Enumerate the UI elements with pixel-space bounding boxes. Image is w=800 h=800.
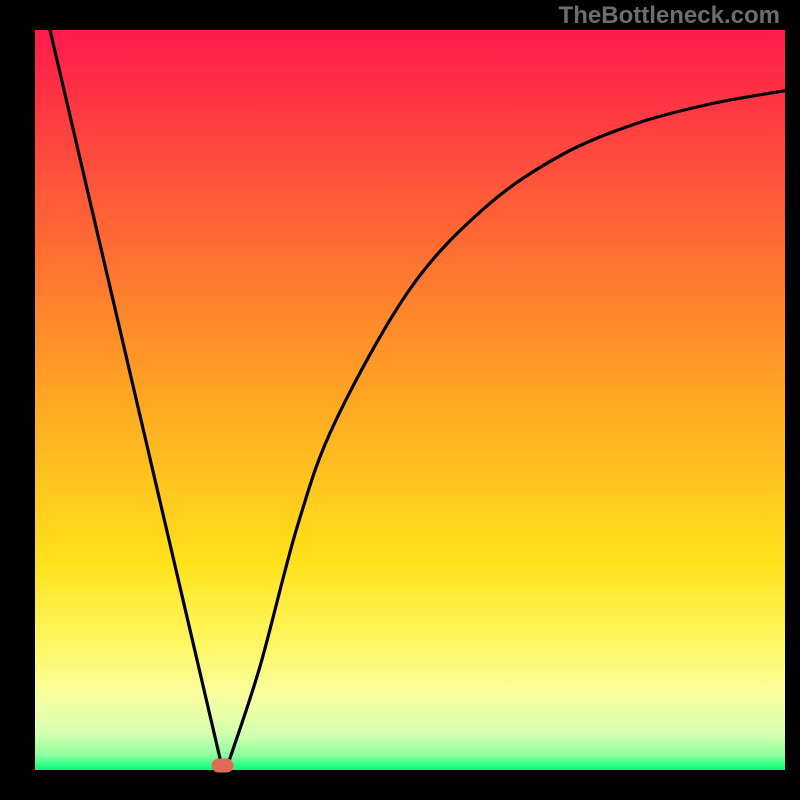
curve-right-segment (229, 91, 786, 763)
chart-frame: TheBottleneck.com (0, 0, 800, 800)
bottleneck-curve (0, 0, 800, 800)
curve-group (50, 30, 785, 773)
watermark-source: TheBottleneck.com (559, 2, 780, 30)
curve-left-segment (50, 30, 221, 763)
minimum-marker (212, 759, 234, 773)
